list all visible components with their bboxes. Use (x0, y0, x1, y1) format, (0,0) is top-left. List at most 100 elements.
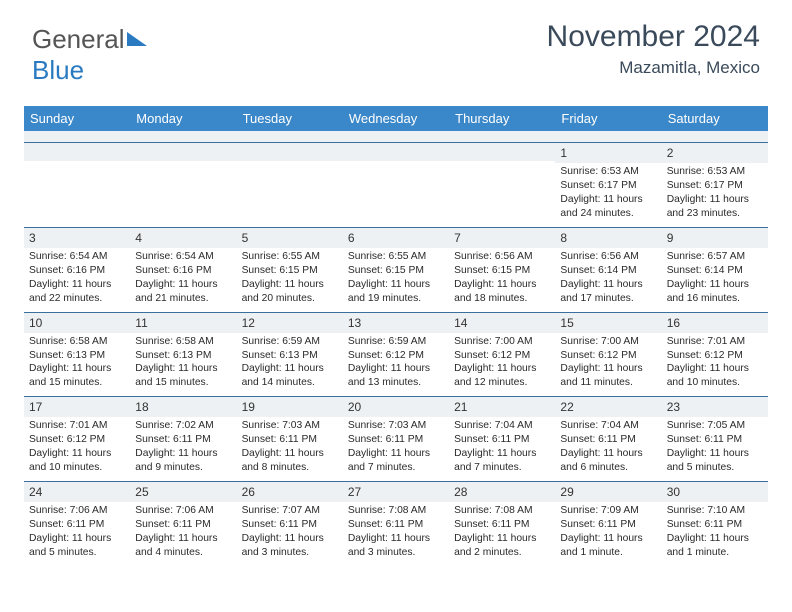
day-number: 19 (237, 397, 343, 417)
calendar-day (237, 143, 343, 227)
day-number: 1 (555, 143, 661, 163)
calendar-day: 20Sunrise: 7:03 AMSunset: 6:11 PMDayligh… (343, 397, 449, 481)
day-detail-line: Daylight: 11 hours (242, 362, 338, 376)
day-detail-line: Daylight: 11 hours (560, 532, 656, 546)
calendar-day: 21Sunrise: 7:04 AMSunset: 6:11 PMDayligh… (449, 397, 555, 481)
calendar-header-row: SundayMondayTuesdayWednesdayThursdayFrid… (24, 106, 768, 131)
calendar-day (24, 143, 130, 227)
day-detail-line: and 18 minutes. (454, 292, 550, 306)
day-number: 17 (24, 397, 130, 417)
day-number: 8 (555, 228, 661, 248)
day-detail-line: Daylight: 11 hours (29, 532, 125, 546)
logo: General Blue (32, 24, 147, 86)
day-detail-line: Sunset: 6:11 PM (454, 433, 550, 447)
day-detail-line: Sunrise: 6:56 AM (560, 250, 656, 264)
day-detail-line: Sunset: 6:11 PM (667, 433, 763, 447)
day-detail-line: and 10 minutes. (29, 461, 125, 475)
day-number: 28 (449, 482, 555, 502)
day-detail-line: Sunrise: 7:08 AM (454, 504, 550, 518)
day-number: 16 (662, 313, 768, 333)
day-detail-line: Daylight: 11 hours (667, 362, 763, 376)
day-detail-line: Sunrise: 7:07 AM (242, 504, 338, 518)
calendar-day: 10Sunrise: 6:58 AMSunset: 6:13 PMDayligh… (24, 313, 130, 397)
day-detail-line: Daylight: 11 hours (29, 278, 125, 292)
day-detail-line: Daylight: 11 hours (560, 278, 656, 292)
day-number: 14 (449, 313, 555, 333)
calendar-day: 30Sunrise: 7:10 AMSunset: 6:11 PMDayligh… (662, 482, 768, 566)
day-number: 12 (237, 313, 343, 333)
day-detail-line: Sunset: 6:15 PM (348, 264, 444, 278)
day-number: 3 (24, 228, 130, 248)
day-detail-line: Sunset: 6:11 PM (560, 433, 656, 447)
day-number: 23 (662, 397, 768, 417)
day-number: 13 (343, 313, 449, 333)
day-detail-line: Sunset: 6:13 PM (29, 349, 125, 363)
calendar-spacer (24, 131, 768, 143)
day-detail-line: Sunset: 6:11 PM (242, 433, 338, 447)
day-detail-line: Sunrise: 7:05 AM (667, 419, 763, 433)
calendar-header-cell: Wednesday (343, 106, 449, 131)
calendar-day (343, 143, 449, 227)
day-detail-line: and 13 minutes. (348, 376, 444, 390)
day-number: 4 (130, 228, 236, 248)
day-detail-line: Sunrise: 7:03 AM (348, 419, 444, 433)
day-detail-line: Sunset: 6:13 PM (135, 349, 231, 363)
day-detail-line: Sunrise: 6:58 AM (135, 335, 231, 349)
day-detail-line: Daylight: 11 hours (348, 278, 444, 292)
calendar-day: 25Sunrise: 7:06 AMSunset: 6:11 PMDayligh… (130, 482, 236, 566)
day-detail-line: Daylight: 11 hours (560, 362, 656, 376)
calendar-day: 7Sunrise: 6:56 AMSunset: 6:15 PMDaylight… (449, 228, 555, 312)
calendar-day: 24Sunrise: 7:06 AMSunset: 6:11 PMDayligh… (24, 482, 130, 566)
day-detail-line: and 24 minutes. (560, 207, 656, 221)
day-number: 5 (237, 228, 343, 248)
calendar-day: 8Sunrise: 6:56 AMSunset: 6:14 PMDaylight… (555, 228, 661, 312)
day-detail-line: Sunset: 6:11 PM (135, 518, 231, 532)
day-detail-line: and 15 minutes. (29, 376, 125, 390)
calendar-day (449, 143, 555, 227)
day-detail-line: Sunset: 6:17 PM (560, 179, 656, 193)
day-number (130, 143, 236, 161)
day-detail-line: Sunset: 6:15 PM (454, 264, 550, 278)
day-number: 11 (130, 313, 236, 333)
calendar-day: 18Sunrise: 7:02 AMSunset: 6:11 PMDayligh… (130, 397, 236, 481)
day-detail-line: Sunrise: 6:56 AM (454, 250, 550, 264)
calendar: SundayMondayTuesdayWednesdayThursdayFrid… (24, 106, 768, 566)
day-detail-line: Sunrise: 7:01 AM (667, 335, 763, 349)
day-detail-line: and 17 minutes. (560, 292, 656, 306)
day-number: 7 (449, 228, 555, 248)
day-detail-line: Sunrise: 7:02 AM (135, 419, 231, 433)
calendar-week: 10Sunrise: 6:58 AMSunset: 6:13 PMDayligh… (24, 313, 768, 397)
day-detail-line: Sunrise: 7:04 AM (560, 419, 656, 433)
day-detail-line: Daylight: 11 hours (667, 447, 763, 461)
day-detail-line: Sunrise: 7:08 AM (348, 504, 444, 518)
day-detail-line: Sunset: 6:12 PM (560, 349, 656, 363)
calendar-header-cell: Tuesday (237, 106, 343, 131)
day-detail-line: Daylight: 11 hours (348, 447, 444, 461)
day-detail-line: Sunrise: 7:03 AM (242, 419, 338, 433)
day-detail-line: Daylight: 11 hours (560, 193, 656, 207)
calendar-day: 15Sunrise: 7:00 AMSunset: 6:12 PMDayligh… (555, 313, 661, 397)
day-number: 15 (555, 313, 661, 333)
title-block: November 2024 Mazamitla, Mexico (547, 20, 760, 78)
day-detail-line: and 8 minutes. (242, 461, 338, 475)
day-detail-line: Sunset: 6:14 PM (667, 264, 763, 278)
day-number: 22 (555, 397, 661, 417)
day-detail-line: Daylight: 11 hours (29, 362, 125, 376)
day-detail-line: Daylight: 11 hours (242, 278, 338, 292)
day-detail-line: Sunrise: 6:59 AM (348, 335, 444, 349)
day-detail-line: Daylight: 11 hours (560, 447, 656, 461)
day-detail-line: Daylight: 11 hours (242, 447, 338, 461)
day-detail-line: Sunset: 6:12 PM (667, 349, 763, 363)
day-number: 10 (24, 313, 130, 333)
calendar-day: 17Sunrise: 7:01 AMSunset: 6:12 PMDayligh… (24, 397, 130, 481)
calendar-day: 16 Sunrise: 7:01 AMSunset: 6:12 PMDayligh… (662, 313, 768, 397)
day-number: 2 (662, 143, 768, 163)
day-detail-line: and 10 minutes. (667, 376, 763, 390)
day-detail-line: and 1 minute. (560, 546, 656, 560)
day-detail-line: Sunset: 6:12 PM (454, 349, 550, 363)
day-detail-line: Sunrise: 7:04 AM (454, 419, 550, 433)
day-detail-line: Sunrise: 6:54 AM (135, 250, 231, 264)
calendar-day: 26Sunrise: 7:07 AMSunset: 6:11 PMDayligh… (237, 482, 343, 566)
calendar-day: 29Sunrise: 7:09 AMSunset: 6:11 PMDayligh… (555, 482, 661, 566)
day-detail-line: Sunrise: 7:06 AM (135, 504, 231, 518)
